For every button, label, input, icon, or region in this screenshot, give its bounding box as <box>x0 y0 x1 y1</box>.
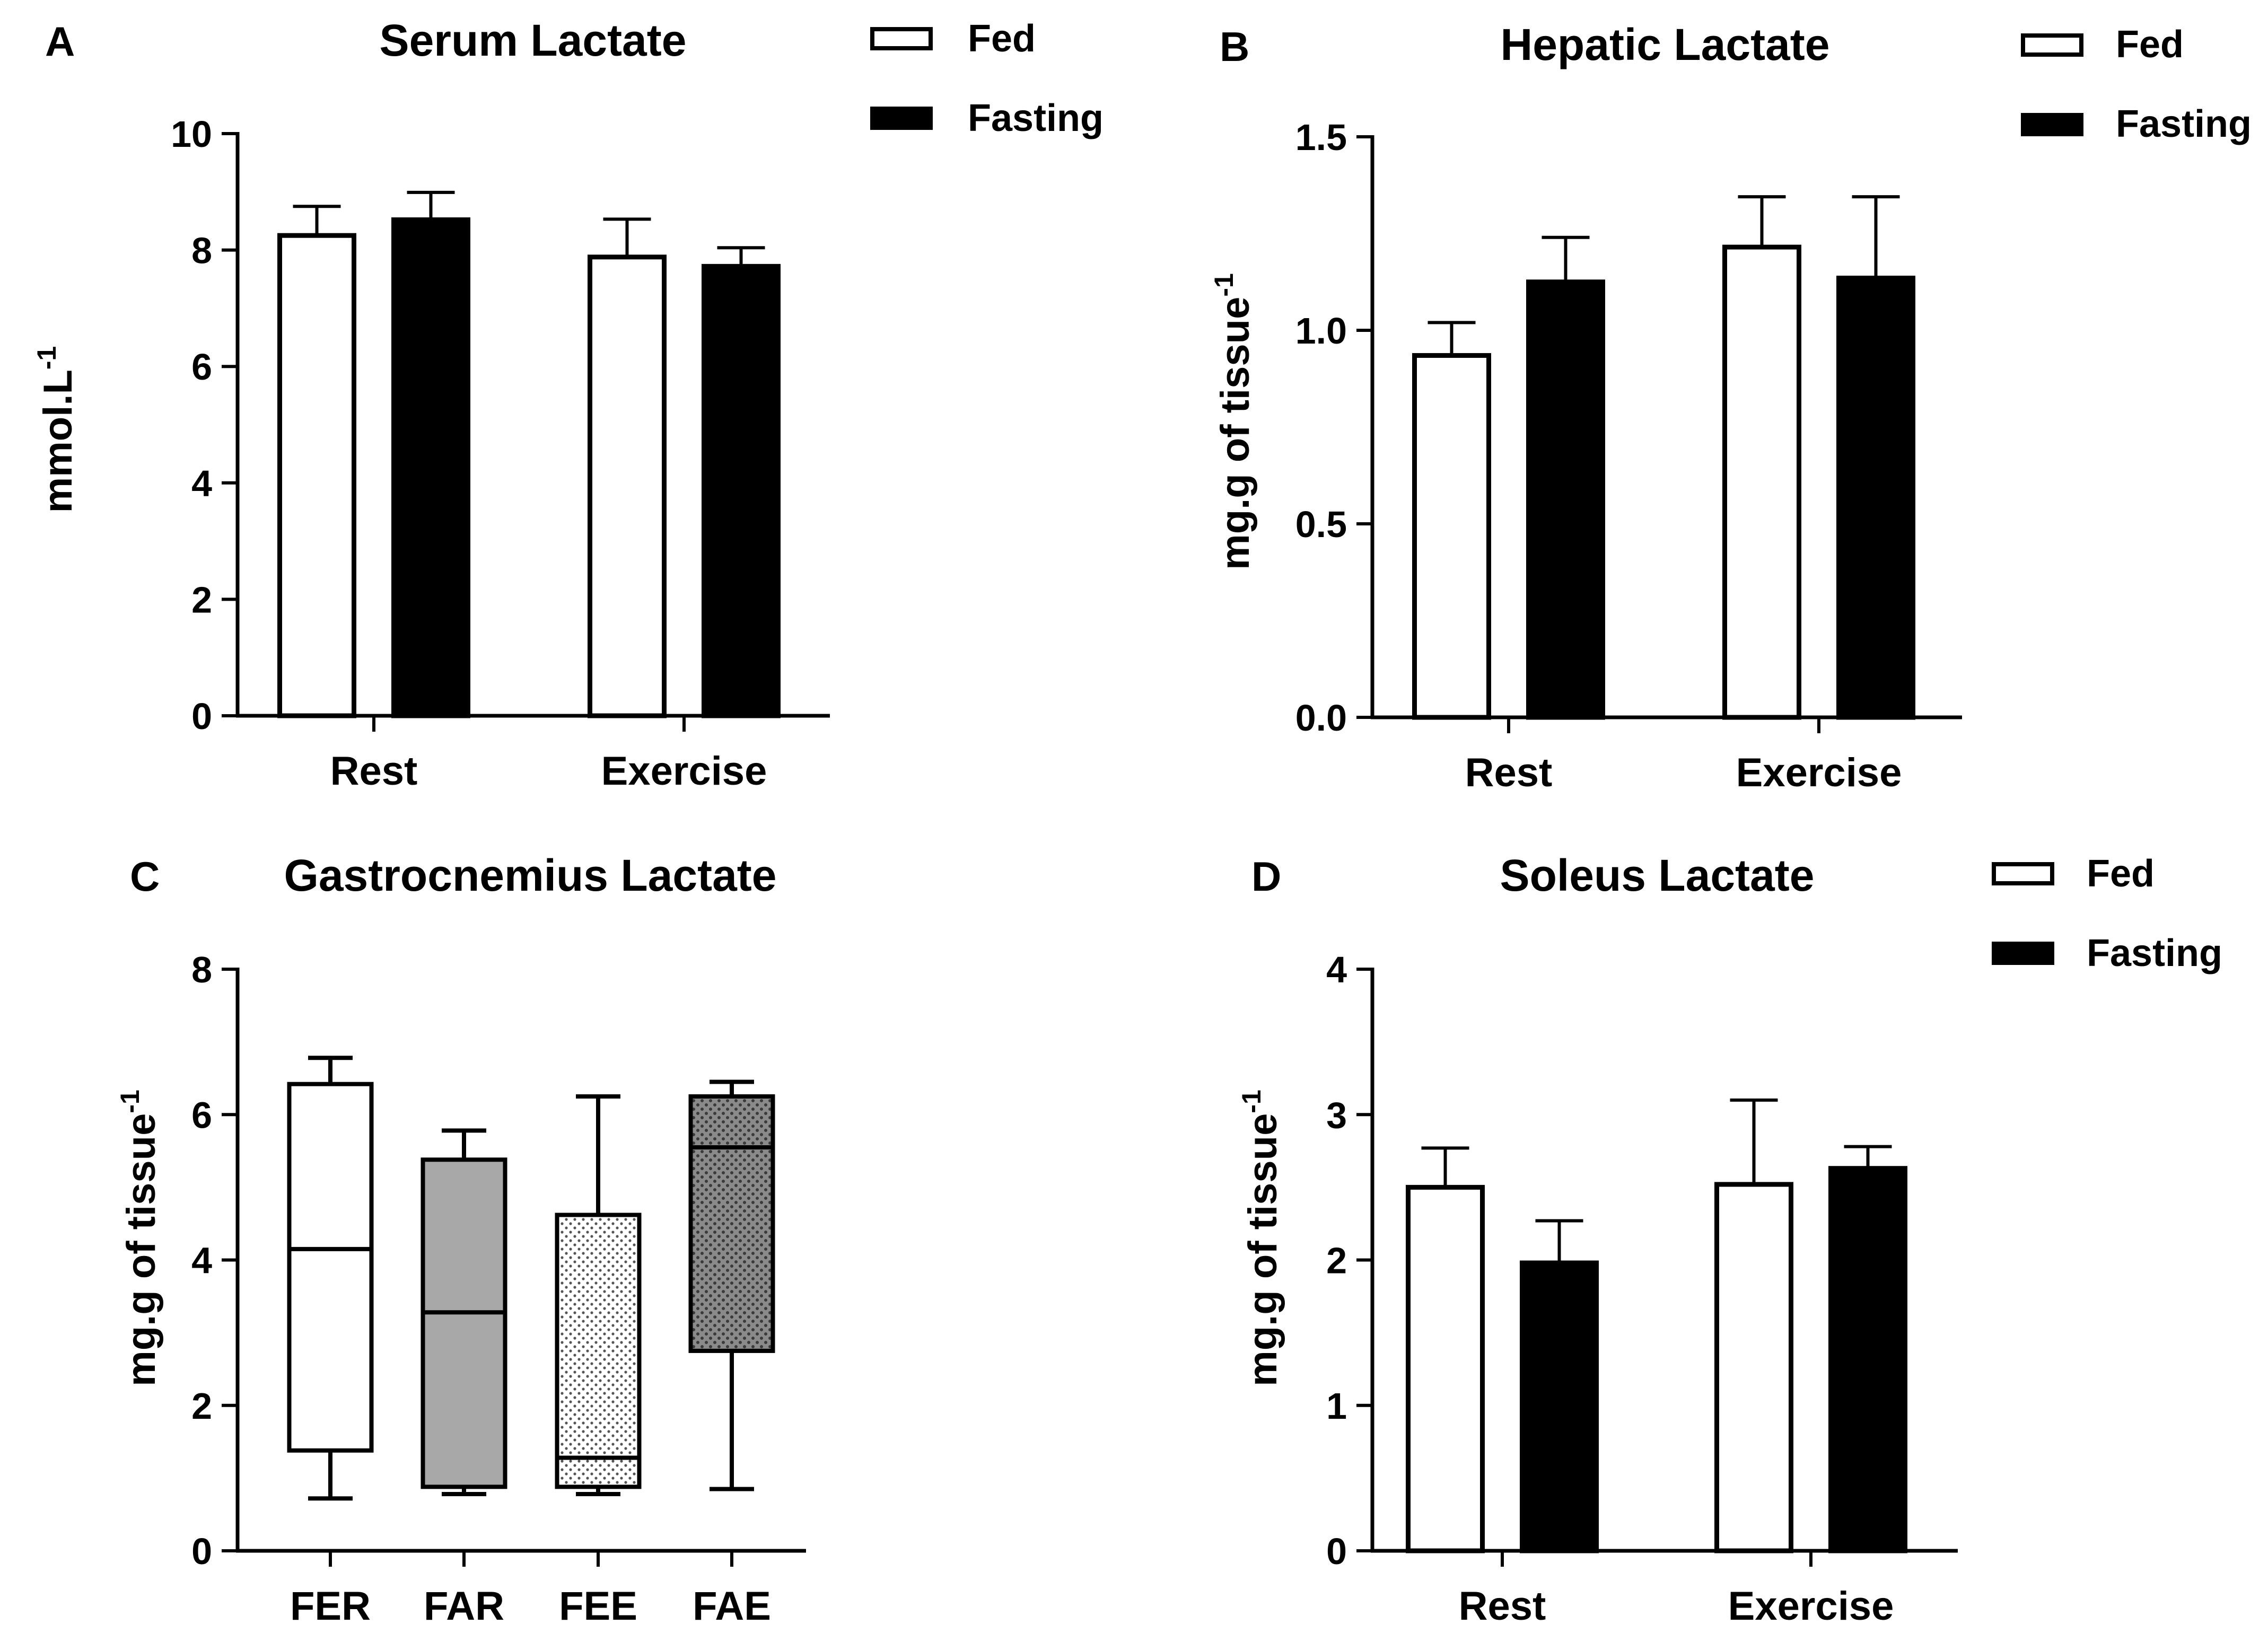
y-axis-label-c: mg.g of tissue-1 <box>115 1090 164 1386</box>
y-tick-label-d: 4 <box>1326 949 1347 990</box>
y-tick-label-a: 2 <box>191 579 212 620</box>
legend-swatch-fed-d <box>1992 862 2054 885</box>
y-tick-label-b: 0.5 <box>1295 504 1347 545</box>
y-tick-label-a: 6 <box>191 346 212 388</box>
legend-label-fed-a: Fed <box>968 17 1036 60</box>
panel-letter-b: B <box>1220 23 1249 70</box>
box-fae <box>688 1094 775 1353</box>
y-tick-label-d: 2 <box>1326 1240 1347 1281</box>
box-fee <box>555 1213 642 1489</box>
y-tick-label-d: 1 <box>1326 1385 1347 1427</box>
y-tick-label-d: 0 <box>1326 1531 1347 1572</box>
y-tick-label-c: 4 <box>191 1240 212 1281</box>
bar-a-fasting <box>702 264 781 718</box>
x-tick-label-c: FEE <box>559 1584 637 1629</box>
chart-title-a: Serum Lactate <box>380 15 687 65</box>
bar-b-fed <box>1722 244 1801 720</box>
bar-b-fasting <box>1526 279 1605 720</box>
bar-d-fed <box>1406 1184 1485 1553</box>
plot-d: 0 1 2 3 4 Rest Exercise <box>1326 949 1958 1629</box>
y-tick-label-a: 0 <box>191 696 212 737</box>
y-tick-label-c: 0 <box>191 1531 212 1572</box>
x-tick-label-c: FER <box>290 1584 371 1629</box>
y-tick-label-c: 6 <box>191 1094 212 1136</box>
y-tick-label-b: 1.5 <box>1295 117 1347 158</box>
panel-letter-c: C <box>130 853 160 900</box>
y-tick-label-a: 10 <box>171 113 212 155</box>
bar-a-fed <box>588 254 667 718</box>
bar-a-fed <box>277 233 356 718</box>
y-tick-label-c: 8 <box>191 949 212 990</box>
x-tick-label-c: FAR <box>424 1584 504 1629</box>
box-far <box>421 1157 507 1489</box>
x-tick-label-c: FAE <box>693 1584 771 1629</box>
y-tick-label-b: 1.0 <box>1295 310 1347 352</box>
legend-label-fasting-b: Fasting <box>2116 103 2252 145</box>
y-axis-label-b: mg.g of tissue-1 <box>1209 273 1258 570</box>
x-tick-label-b: Rest <box>1465 750 1553 795</box>
chart-title-c: Gastrocnemius Lactate <box>284 850 776 900</box>
legend-swatch-fed-b <box>2021 33 2083 57</box>
panel-c: C Gastrocnemius Lactate mg.g of tissue-1… <box>115 850 806 1629</box>
x-tick-label-d: Rest <box>1459 1584 1546 1629</box>
y-axis-label-d: mg.g of tissue-1 <box>1237 1090 1285 1386</box>
legend-label-fed-d: Fed <box>2087 853 2155 895</box>
legend-a: Fed Fasting <box>870 17 1104 139</box>
bar-b-fasting <box>1836 275 1915 720</box>
plot-b: 0.0 0.5 1.0 1.5 Rest Exercise <box>1295 117 1962 795</box>
x-tick-label-a: Exercise <box>601 749 767 794</box>
y-tick-label-a: 4 <box>191 463 212 504</box>
panel-letter-a: A <box>45 18 75 65</box>
box-fer <box>287 1082 374 1453</box>
panel-d: D Soleus Lactate mg.g of tissue-1 Fed Fa… <box>1237 850 2222 1629</box>
legend-label-fasting-a: Fasting <box>968 97 1104 139</box>
plot-a: 0 2 4 6 8 10 Rest Exercise <box>171 113 830 794</box>
bar-d-fed <box>1714 1182 1793 1553</box>
y-axis-label-a: mmol.L-1 <box>32 346 81 513</box>
panel-b: B Hepatic Lactate mg.g of tissue-1 Fed F… <box>1209 20 2252 795</box>
chart-title-b: Hepatic Lactate <box>1501 20 1830 69</box>
y-tick-label-c: 2 <box>191 1385 212 1427</box>
legend-label-fed-b: Fed <box>2116 23 2184 66</box>
panel-letter-d: D <box>1251 853 1281 900</box>
legend-label-fasting-d: Fasting <box>2087 932 2222 974</box>
x-tick-label-a: Rest <box>330 749 418 794</box>
legend-swatch-fed-a <box>870 27 933 50</box>
bar-d-fasting <box>1828 1166 1907 1553</box>
plot-c: 0 2 4 6 8 FER FAR FEE FAE <box>191 949 806 1629</box>
panel-a: A Serum Lactate mmol.L-1 Fed Fasting 0 2 4… <box>32 15 1104 794</box>
bar-b-fed <box>1412 353 1491 720</box>
x-tick-label-b: Exercise <box>1736 750 1902 795</box>
legend-swatch-fasting-d <box>1992 942 2054 965</box>
y-tick-label-a: 8 <box>191 230 212 271</box>
bar-a-fasting <box>391 217 470 718</box>
legend-swatch-fasting-a <box>870 107 933 130</box>
legend-swatch-fasting-b <box>2021 113 2083 136</box>
bar-d-fasting <box>1520 1260 1599 1553</box>
x-tick-label-d: Exercise <box>1728 1584 1894 1629</box>
chart-title-d: Soleus Lactate <box>1500 850 1815 900</box>
legend-b: Fed Fasting <box>2021 23 2252 145</box>
legend-d: Fed Fasting <box>1992 853 2222 974</box>
y-tick-label-d: 3 <box>1326 1094 1347 1136</box>
y-tick-label-b: 0.0 <box>1295 697 1347 739</box>
